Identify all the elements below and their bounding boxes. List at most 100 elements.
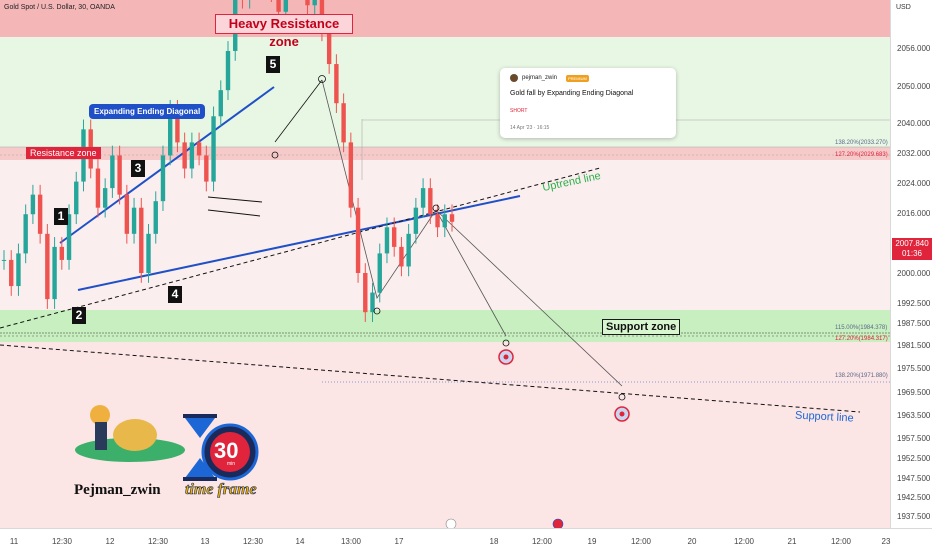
marker-3 bbox=[373, 307, 381, 315]
diagonal-upper-line bbox=[59, 86, 275, 244]
candles-group bbox=[1, 0, 455, 322]
candle-body bbox=[102, 188, 108, 208]
target-icon-core bbox=[503, 354, 509, 360]
price-axis[interactable]: 2056.000 2050.000 2040.000 2032.000 2024.000… bbox=[890, 0, 932, 528]
marker-1 bbox=[271, 151, 279, 159]
candle-body bbox=[420, 188, 426, 208]
wave-label-5: 5 bbox=[266, 56, 280, 73]
price-axis-ticks: 2056.000 2050.000 2040.000 2032.000 2024.000… bbox=[897, 44, 931, 521]
last-price-tag: 2007.840 01:36 bbox=[892, 238, 932, 260]
price-tick-label: 1947.500 bbox=[897, 474, 931, 483]
candle-body bbox=[175, 109, 180, 143]
time-tick-label: 14 bbox=[296, 537, 305, 546]
time-tick-label: 12:30 bbox=[52, 537, 73, 546]
price-tick-label: 2050.000 bbox=[897, 82, 931, 91]
diagonal-lower-line bbox=[77, 195, 521, 291]
triangle-line-top bbox=[207, 209, 261, 217]
timeframe-text: time frame bbox=[185, 481, 257, 499]
author-name[interactable]: pejman_zwin bbox=[522, 75, 558, 81]
candle-body bbox=[218, 90, 223, 117]
brand-name: Pejman_zwin bbox=[74, 482, 161, 498]
candle-body bbox=[377, 253, 382, 293]
timeframe-unit: min bbox=[227, 461, 236, 467]
wave-path-b bbox=[435, 209, 623, 387]
time-tick-label: 13:00 bbox=[341, 537, 362, 546]
timeframe-number: 30 bbox=[214, 438, 239, 463]
time-tick-label: 23 bbox=[882, 537, 891, 546]
time-tick-label: 12:00 bbox=[734, 537, 755, 546]
candle-body bbox=[160, 155, 166, 202]
candle-body bbox=[16, 253, 21, 287]
time-axis[interactable]: 11 12:30 12 12:30 13 12:30 14 13:00 17 18 12:00 19 1… bbox=[0, 528, 932, 550]
candle-body bbox=[225, 50, 231, 91]
price-tick-label: 2024.000 bbox=[897, 179, 931, 188]
time-tick-label: 12 bbox=[106, 537, 115, 546]
price-tick-label: 1987.500 bbox=[897, 319, 931, 328]
time-tick-label: 20 bbox=[688, 537, 697, 546]
support-line bbox=[0, 344, 861, 413]
time-axis-ticks: 11 12:30 12 12:30 13 12:30 14 13:00 17 18 12:00 19 1… bbox=[10, 537, 891, 546]
idea-card[interactable]: pejman_zwin PREMIUM Gold fall by Expandi… bbox=[500, 68, 676, 138]
candle-body bbox=[428, 188, 433, 215]
candle-body bbox=[45, 233, 50, 300]
time-tick-label: 12:00 bbox=[532, 537, 553, 546]
candle-body bbox=[413, 207, 419, 234]
candle-body bbox=[312, 0, 317, 6]
direction-label: SHORT bbox=[510, 108, 528, 114]
wave-connector bbox=[274, 79, 323, 143]
price-tick-label: 2000.000 bbox=[897, 269, 931, 278]
price-tick-label: 2040.000 bbox=[897, 119, 931, 128]
candle-body bbox=[355, 207, 361, 273]
triangle-line-bottom bbox=[207, 196, 263, 203]
candle-body bbox=[1, 259, 7, 261]
currency-label: USD bbox=[896, 4, 911, 11]
candle-body bbox=[23, 214, 28, 254]
uptrend-line bbox=[0, 167, 601, 329]
time-tick-label: 12:30 bbox=[148, 537, 169, 546]
time-tick-label: 17 bbox=[395, 537, 404, 546]
author-avatar bbox=[510, 74, 518, 82]
candle-body bbox=[363, 273, 368, 313]
flag-icon[interactable] bbox=[552, 518, 564, 528]
wave-label-2: 2 bbox=[72, 307, 86, 324]
candle-body bbox=[449, 214, 455, 222]
price-tick-label: 1969.500 bbox=[897, 388, 931, 397]
time-tick-label: 21 bbox=[788, 537, 797, 546]
price-tick-label: 1957.500 bbox=[897, 434, 931, 443]
candle-body bbox=[52, 246, 57, 300]
time-tick-label: 12:00 bbox=[831, 537, 852, 546]
premium-badge: PREMIUM bbox=[566, 75, 589, 82]
price-chart[interactable] bbox=[0, 0, 890, 528]
marker-4 bbox=[432, 204, 440, 212]
price-tick-label: 1992.500 bbox=[897, 299, 931, 308]
candle-body bbox=[442, 214, 447, 228]
candle-body bbox=[283, 0, 289, 12]
candle-body bbox=[326, 31, 332, 65]
time-tick-label: 12:00 bbox=[631, 537, 652, 546]
heavy-resistance-label: Heavy Resistance zone bbox=[215, 14, 353, 49]
price-tick-label: 1981.500 bbox=[897, 341, 931, 350]
upper-green-area bbox=[0, 37, 890, 147]
candle-body bbox=[348, 142, 354, 208]
candle-body bbox=[384, 227, 390, 254]
candle-body bbox=[37, 194, 43, 234]
candle-body bbox=[59, 246, 65, 260]
candle-countdown: 01:36 bbox=[901, 249, 923, 258]
marker-2 bbox=[318, 75, 326, 83]
symbol-title[interactable]: Gold Spot / U.S. Dollar, 30, OANDA bbox=[4, 4, 115, 11]
time-tick-label: 12:30 bbox=[243, 537, 264, 546]
candle-body bbox=[146, 233, 151, 273]
candle-body bbox=[196, 142, 202, 156]
candle-body bbox=[204, 155, 209, 182]
wave-label-4: 4 bbox=[168, 286, 182, 303]
idea-title[interactable]: Gold fall by Expanding Ending Diagonal bbox=[510, 90, 634, 97]
candle-body bbox=[334, 64, 339, 104]
candle-body bbox=[391, 227, 397, 247]
candle-body bbox=[9, 259, 14, 287]
price-tick-label: 2032.000 bbox=[897, 149, 931, 158]
time-tick-label: 19 bbox=[588, 537, 597, 546]
price-tick-label: 2016.000 bbox=[897, 209, 931, 218]
event-icon[interactable] bbox=[445, 518, 457, 528]
marker-5b bbox=[618, 393, 626, 401]
candle-body bbox=[399, 246, 404, 267]
